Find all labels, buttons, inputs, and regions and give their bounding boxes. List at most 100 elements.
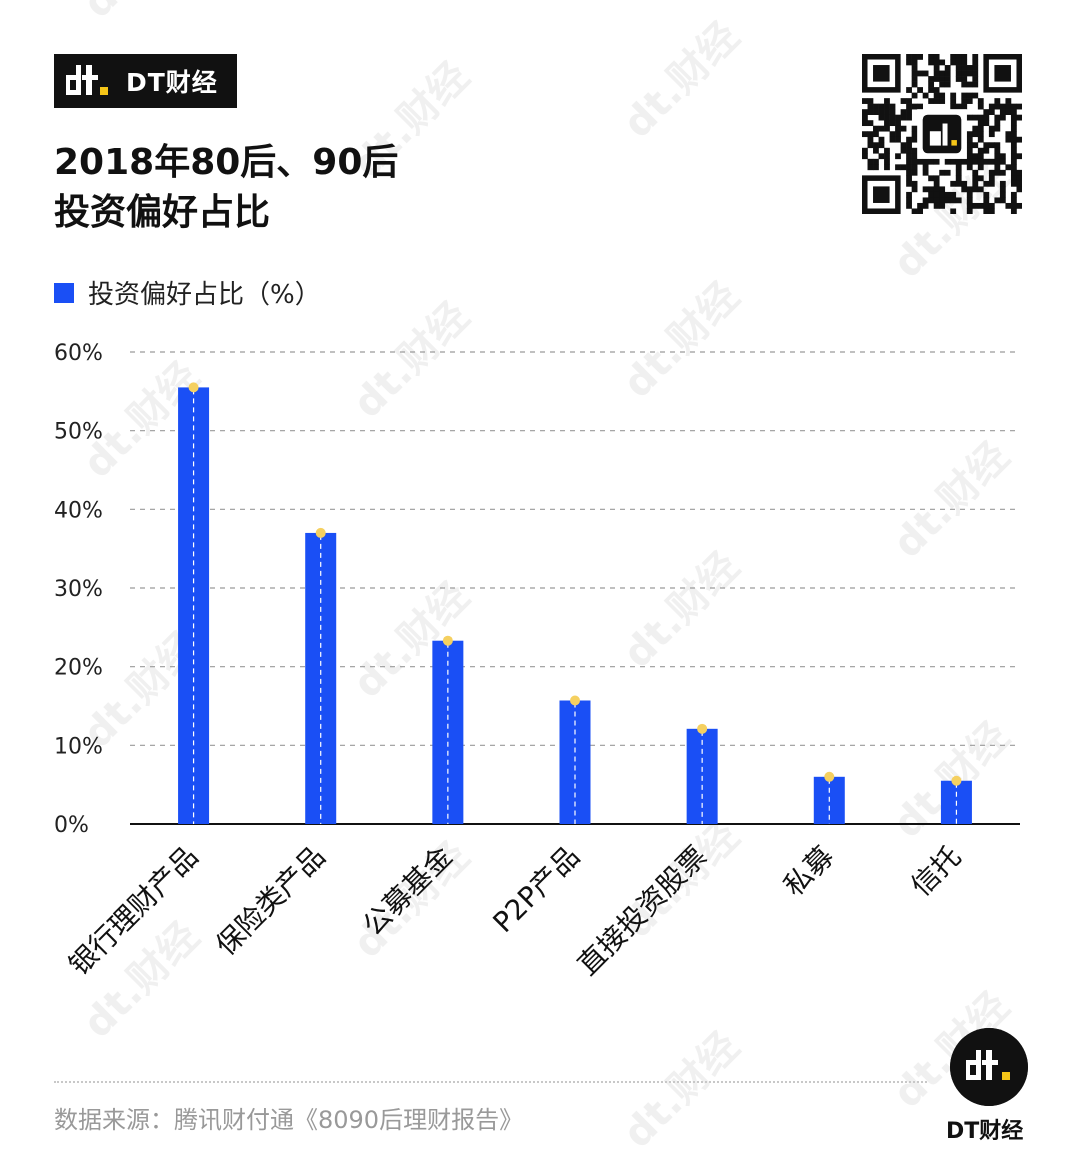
qr-module (939, 169, 946, 176)
qr-module (873, 103, 879, 110)
qr-module (867, 131, 874, 138)
qr-module (867, 136, 874, 143)
qr-module (1010, 191, 1017, 198)
bar-top-marker (951, 775, 962, 786)
qr-module (944, 197, 951, 204)
qr-module (862, 120, 868, 127)
qr-module (1016, 153, 1022, 160)
qr-module (977, 125, 984, 132)
qr-module (906, 169, 912, 176)
qr-module (1005, 109, 1012, 115)
footer-divider (54, 1081, 927, 1083)
qr-module (867, 103, 874, 110)
qr-module (867, 158, 874, 165)
qr-module (944, 169, 951, 176)
x-tick-label: P2P产品 (487, 840, 586, 939)
qr-module (911, 81, 918, 88)
watermark-text: dt.财经 (75, 0, 209, 27)
qr-module (999, 169, 1006, 176)
qr-module (906, 202, 912, 209)
qr-module (900, 125, 907, 132)
qr-module (884, 120, 890, 127)
qr-module (983, 120, 990, 127)
bar-top-marker (697, 723, 708, 734)
qr-module (994, 158, 1001, 165)
qr-module (977, 202, 984, 209)
qr-module (939, 76, 946, 82)
qr-module (906, 153, 912, 160)
qr-module (966, 131, 973, 138)
qr-module (922, 202, 929, 209)
qr-module (994, 153, 1001, 160)
qr-module (1010, 131, 1017, 138)
qr-module (944, 81, 951, 88)
qr-module (955, 76, 962, 82)
qr-module (933, 197, 940, 204)
qr-module (928, 197, 935, 204)
qr-module (988, 142, 995, 149)
qr-module (988, 202, 995, 209)
qr-module (955, 164, 962, 171)
y-tick-label: 10% (54, 734, 103, 759)
qr-module (911, 180, 918, 187)
qr-module (1010, 164, 1017, 171)
qr-module (977, 114, 984, 121)
qr-module (994, 169, 1001, 176)
qr-module (1010, 125, 1017, 132)
qr-module (994, 120, 1001, 127)
qr-module (961, 186, 968, 193)
y-tick-label: 20% (54, 656, 103, 681)
qr-module (977, 136, 984, 143)
qr-module (944, 191, 951, 198)
qr-module (911, 125, 918, 132)
brand-badge: DT财经 (54, 54, 237, 108)
qr-module (911, 59, 918, 66)
qr-module (999, 186, 1006, 193)
qr-module (862, 131, 868, 138)
qr-module (911, 92, 918, 99)
qr-module (906, 197, 912, 204)
qr-module (988, 125, 995, 132)
qr-module (900, 164, 907, 171)
page-title: 2018年80后、90后 投资偏好占比 (54, 138, 398, 238)
qr-module (884, 98, 890, 104)
qr-module (972, 59, 979, 66)
qr-module (1016, 103, 1022, 110)
qr-module (966, 142, 973, 149)
qr-module (867, 142, 874, 149)
dt-corner-logo-icon (950, 1028, 1028, 1106)
qr-module (955, 54, 962, 60)
qr-module (933, 87, 940, 93)
qr-module (933, 54, 940, 60)
qr-module (972, 76, 979, 82)
qr-module (1010, 175, 1017, 182)
qr-module (900, 109, 907, 115)
qr-module (933, 76, 940, 82)
qr-module (933, 175, 940, 182)
qr-module (939, 81, 946, 88)
watermark-text: dt.财经 (615, 13, 749, 147)
qr-module (928, 158, 935, 165)
qr-module (950, 59, 957, 66)
qr-module (983, 114, 990, 121)
qr-module (972, 186, 979, 193)
qr-module (933, 70, 940, 77)
qr-module (955, 70, 962, 77)
qr-module (939, 186, 946, 193)
qr-module (911, 136, 918, 143)
qr-module (972, 142, 979, 149)
qr-module (1016, 136, 1022, 143)
qr-module (862, 147, 868, 154)
qr-module (906, 59, 912, 66)
qr-module (862, 114, 868, 121)
qr-module (862, 98, 868, 104)
qr-module (928, 81, 935, 88)
qr-module (911, 164, 918, 171)
qr-module (1010, 197, 1017, 204)
qr-module (900, 142, 907, 149)
qr-center-mark (929, 131, 941, 146)
qr-module (933, 98, 940, 104)
qr-module (900, 147, 907, 154)
qr-module (862, 153, 868, 160)
qr-module (972, 169, 979, 176)
